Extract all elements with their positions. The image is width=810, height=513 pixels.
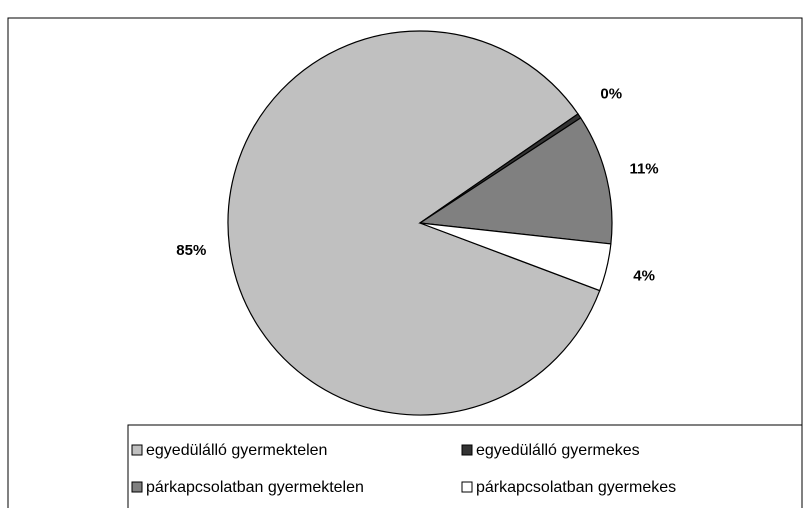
data-label: 85% — [176, 242, 206, 259]
legend-swatch — [461, 481, 473, 493]
data-label: 11% — [629, 160, 658, 177]
data-label: 0% — [600, 85, 622, 102]
legend-swatch — [131, 481, 143, 493]
pie-slice — [419, 222, 612, 292]
legend-label: egyedülálló gyermekes — [476, 442, 640, 459]
legend-swatch — [461, 444, 473, 456]
pie-slice — [227, 30, 601, 416]
legend-box — [127, 424, 803, 513]
legend-label: egyedülálló gyermektelen — [146, 442, 327, 459]
legend-label: párkapcsolatban gyermekes — [476, 479, 676, 496]
legend-label: párkapcsolatban gyermektelen — [146, 479, 364, 496]
pie-slice — [418, 117, 613, 245]
data-label: 4% — [633, 267, 655, 284]
legend-swatch — [131, 444, 143, 456]
